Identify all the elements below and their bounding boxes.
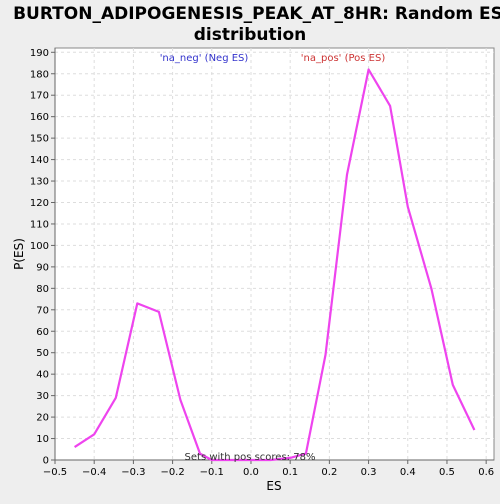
chart-title-line1: BURTON_ADIPOGENESIS_PEAK_AT_8HR: Random … — [13, 4, 500, 24]
chart-title-line2: distribution — [194, 25, 306, 45]
x-axis-label: ES — [266, 479, 281, 493]
x-tick-label: −0.4 — [82, 467, 106, 478]
y-tick-label: 50 — [36, 348, 49, 359]
y-tick-label: 130 — [30, 177, 49, 188]
y-tick-label: 150 — [30, 134, 49, 145]
es-distribution-line — [73, 68, 476, 462]
y-tick-label: 180 — [30, 69, 49, 80]
legend-neg-label: 'na_neg' (Neg ES) — [160, 53, 249, 64]
y-tick-label: 140 — [30, 155, 49, 166]
x-tick-label: −0.1 — [200, 467, 224, 478]
y-tick-label: 110 — [30, 219, 49, 230]
y-tick-label: 160 — [30, 112, 49, 123]
x-tick-label: 0.4 — [400, 467, 416, 478]
plot-area — [54, 47, 495, 461]
x-tick-label: 0.0 — [243, 467, 259, 478]
x-tick-label: −0.2 — [160, 467, 184, 478]
x-tick-label: 0.2 — [321, 467, 337, 478]
y-tick-label: 70 — [36, 305, 49, 316]
grid — [54, 48, 494, 461]
y-tick-label: 190 — [30, 48, 49, 59]
x-tick-label: 0.1 — [282, 467, 298, 478]
x-tick-label: 0.3 — [361, 467, 377, 478]
y-tick-label: 10 — [36, 434, 49, 445]
y-tick-label: 170 — [30, 91, 49, 102]
legend-pos-label: 'na_pos' (Pos ES) — [301, 53, 386, 64]
y-tick-label: 0 — [43, 456, 49, 467]
axes: 0 10 20 30 40 50 60 70 80 90 100 110 120 130 140 150 160… — [30, 48, 494, 478]
y-tick-label: 30 — [36, 391, 49, 402]
x-tick-label: 0.5 — [439, 467, 455, 478]
y-tick-label: 20 — [36, 413, 49, 424]
pos-score-annotation: Sets with pos scores: 78% — [185, 452, 316, 463]
y-tick-label: 60 — [36, 327, 49, 338]
x-tick-label: −0.3 — [121, 467, 145, 478]
y-axis-label: P(ES) — [12, 238, 26, 270]
series — [73, 68, 476, 462]
x-tick-label: 0.6 — [478, 467, 494, 478]
y-tick-label: 40 — [36, 370, 49, 381]
y-tick-label: 80 — [36, 284, 49, 295]
y-tick-label: 120 — [30, 198, 49, 209]
y-tick-label: 90 — [36, 262, 49, 273]
x-tick-label: −0.5 — [43, 467, 67, 478]
y-tick-label: 100 — [30, 241, 49, 252]
